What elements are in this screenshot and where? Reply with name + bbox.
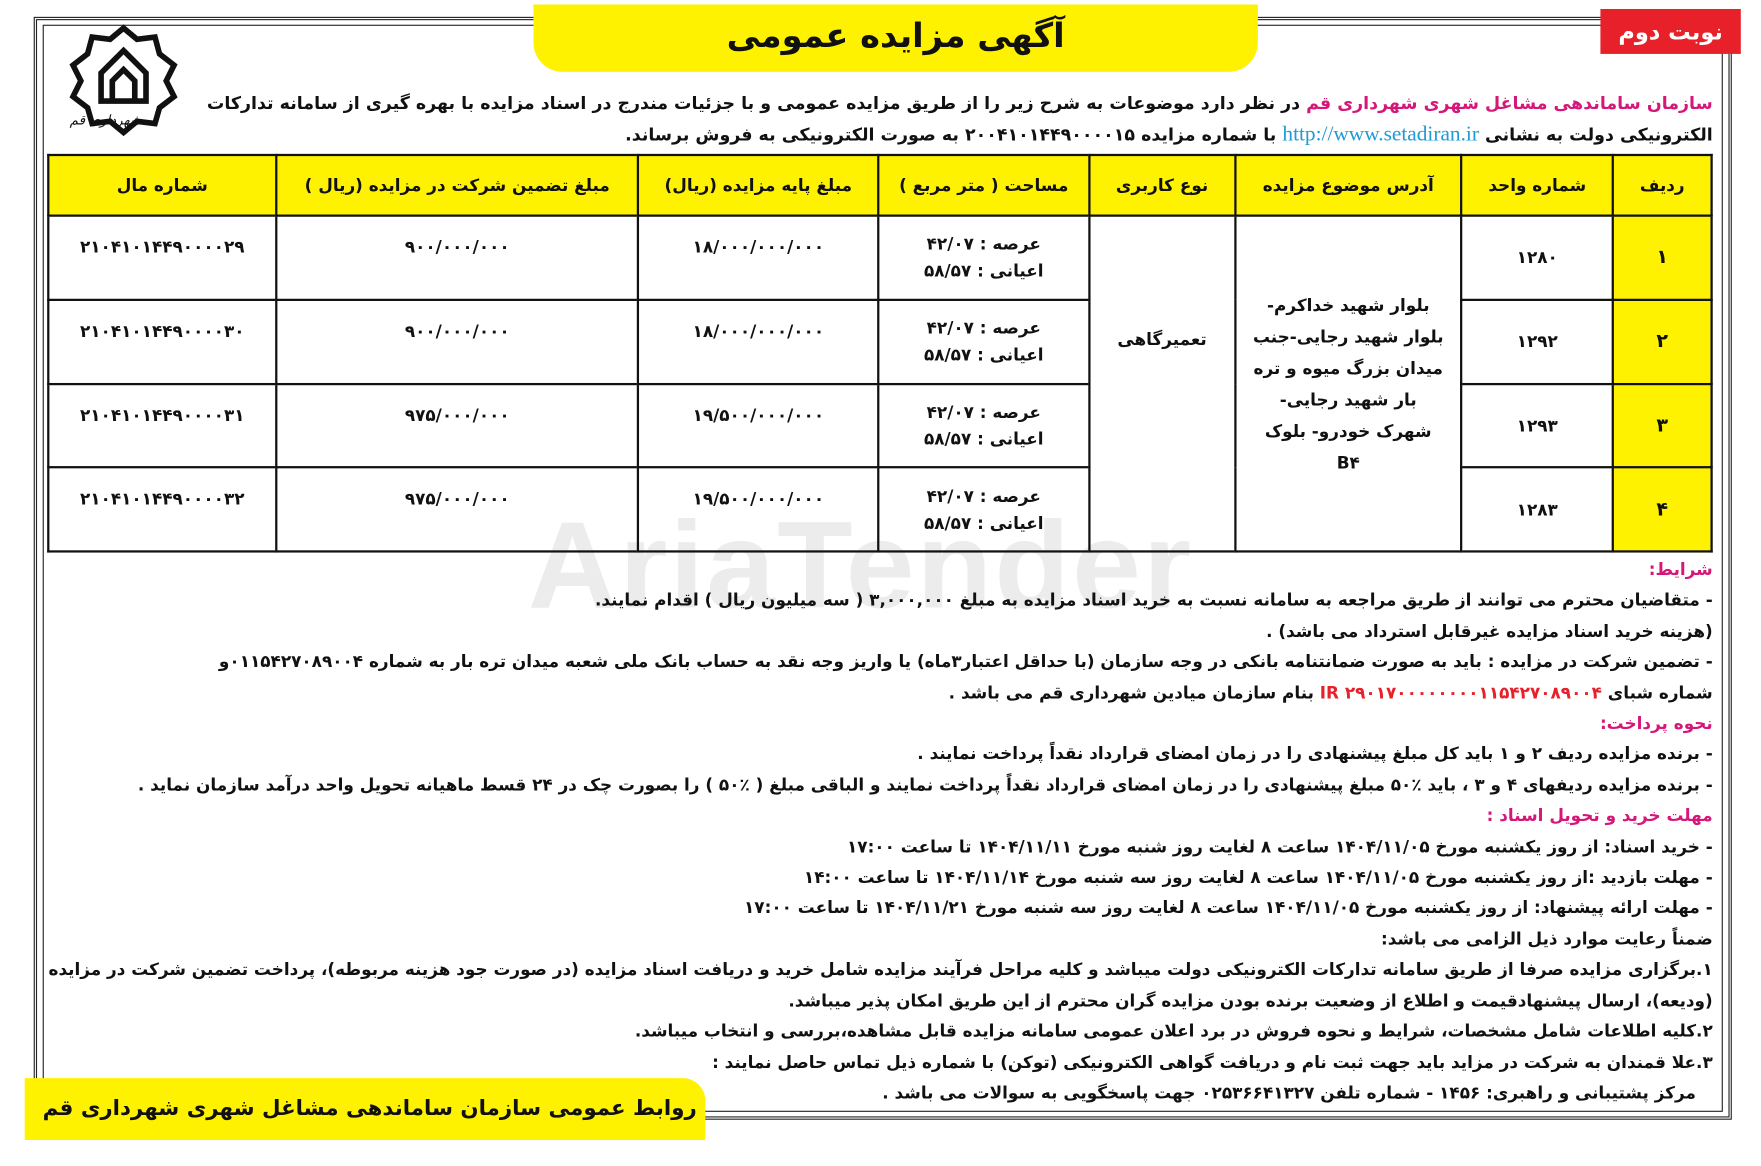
condition-line: (هزینه خرید اسناد مزایده غیرقابل استرداد… [1266,620,1713,642]
row-number: ۱ [1611,214,1713,301]
intro-text-2: با شماره مزایده ۲۰۰۴۱۰۱۴۴۹۰۰۰۰۱۵ به صورت… [625,124,1283,145]
row-number: ۲ [1611,298,1713,385]
land-area: عرصه : ۴۲/۰۷ [926,485,1041,507]
deposit-amount: ۹۷۵/۰۰۰/۰۰۰ [275,382,640,469]
note-line: ۲.کلیه اطلاعات شامل مشخصات، شرایط و نحوه… [634,1021,1713,1042]
payment-line: - برنده مزایده ردیف ۲ و ۱ باید کل مبلغ پ… [917,743,1713,765]
municipality-logo-icon [69,24,178,137]
row-number: ۴ [1611,466,1713,553]
intro-paragraph: سازمان ساماندهی مشاغل شهری شهرداری قم در… [191,88,1713,151]
page-title: آگهی مزایده عمومی [533,4,1258,72]
sheba-number: IR ۲۹۰۱۷۰۰۰۰۰۰۰۰۱۱۵۴۲۷۰۸۹۰۰۴ [1319,682,1602,703]
building-area: اعیانی : ۵۸/۵۷ [923,344,1044,366]
organization-name: سازمان ساماندهی مشاغل شهری شهرداری قم [1306,93,1713,114]
land-area: عرصه : ۴۲/۰۷ [926,234,1041,255]
land-area: عرصه : ۴۲/۰۷ [926,401,1041,423]
payment-line: - برنده مزایده ردیفهای ۴ و ۳ ، باید ٪۵۰ … [137,774,1713,795]
base-price: ۱۸/۰۰۰/۰۰۰/۰۰۰ [637,214,880,301]
conditions-section: شرایط: - متقاضیان محترم می توانند از طری… [47,555,1713,1109]
header-area: مساحت ( متر مربع ) [877,153,1091,217]
area-cell: عرصه : ۴۲/۰۷ اعیانی : ۵۸/۵۷ [877,298,1091,385]
note-line: ۱.برگزاری مزایده صرفا از طریق سامانه تدا… [48,959,1713,1011]
condition-line: - متقاضیان محترم می توانند از طریق مراجع… [594,590,1713,611]
building-area: اعیانی : ۵۸/۵۷ [923,512,1044,534]
table-row: ۲ ۱۲۹۲ عرصه : ۴۲/۰۷ اعیانی : ۵۸/۵۷ ۱۸/۰۰۰/۰۰… [47,298,1713,385]
note-line: مرکز پشتیبانی و راهبری: ۱۴۵۶ - شماره تلف… [882,1082,1696,1103]
asset-number: ۲۱۰۴۱۰۱۴۴۹۰۰۰۰۳۲ [47,466,278,553]
unit-number: ۱۲۸۳ [1460,466,1615,553]
condition-line: شماره شبای IR ۲۹۰۱۷۰۰۰۰۰۰۰۰۱۱۵۴۲۷۰۸۹۰۰۴ … [47,678,1713,709]
usage-cell: تعمیرگاهی [1088,214,1237,553]
header-address: آدرس موضوع مزایده [1233,153,1463,217]
table-row: ۳ ۱۲۹۳ عرصه : ۴۲/۰۷ اعیانی : ۵۸/۵۷ ۱۹/۵۰۰/۰۰… [47,382,1713,469]
asset-number: ۲۱۰۴۱۰۱۴۴۹۰۰۰۰۳۱ [47,382,278,469]
area-cell: عرصه : ۴۲/۰۷ اعیانی : ۵۸/۵۷ [877,382,1091,469]
asset-number: ۲۱۰۴۱۰۱۴۴۹۰۰۰۰۲۹ [47,214,278,301]
table-row: ۴ ۱۲۸۳ عرصه : ۴۲/۰۷ اعیانی : ۵۸/۵۷ ۱۹/۵۰۰/۰۰… [47,466,1713,553]
header-usage: نوع کاربری [1088,153,1237,217]
asset-number: ۲۱۰۴۱۰۱۴۴۹۰۰۰۰۳۰ [47,298,278,385]
second-round-badge: نوبت دوم [1600,8,1741,54]
note-line: ۳.علا قمندان به شرکت در مزاید باید جهت ث… [712,1051,1713,1072]
auction-table: ردیف شماره واحد آدرس موضوع مزایده نوع کا… [47,153,1713,553]
table-row: ۱ ۱۲۸۰ بلوار شهید خداکرم- بلوار شهید رجایی… [47,214,1713,553]
area-cell: عرصه : ۴۲/۰۷ اعیانی : ۵۸/۵۷ [877,214,1091,301]
header-base-price: مبلغ پایه مزایده (ریال) [637,153,880,217]
building-area: اعیانی : ۵۸/۵۷ [923,428,1044,450]
land-area: عرصه : ۴۲/۰۷ [926,317,1041,339]
logo-caption: شهرداری قم [69,112,142,129]
header-unit-number: شماره واحد [1460,153,1615,217]
deposit-amount: ۹۰۰/۰۰۰/۰۰۰ [275,214,640,301]
deposit-amount: ۹۰۰/۰۰۰/۰۰۰ [275,298,640,385]
area-cell: عرصه : ۴۲/۰۷ اعیانی : ۵۸/۵۷ [877,466,1091,553]
deposit-amount: ۹۷۵/۰۰۰/۰۰۰ [275,466,640,553]
base-price: ۱۹/۵۰۰/۰۰۰/۰۰۰ [637,382,880,469]
address-cell: بلوار شهید خداکرم- بلوار شهید رجایی-جنب … [1233,214,1463,553]
footer-public-relations: روابط عمومی سازمان ساماندهی مشاغل شهری ش… [24,1078,706,1140]
header-deposit: مبلغ تضمین شرکت در مزایده (ریال ) [275,153,640,217]
intro-text: در نظر دارد موضوعات به شرح زیر را از طری… [206,93,1713,145]
deadlines-heading: مهلت خرید و تحویل اسناد : [1486,805,1713,826]
conditions-heading: شرایط: [1648,559,1713,580]
base-price: ۱۸/۰۰۰/۰۰۰/۰۰۰ [637,298,880,385]
notes-heading: ضمناً رعایت موارد ذیل الزامی می باشد: [1380,928,1713,949]
unit-number: ۱۲۹۲ [1460,298,1615,385]
unit-number: ۱۲۹۳ [1460,382,1615,469]
payment-heading: نحوه پرداخت: [1599,713,1713,734]
sheba-label: شماره شبای [1601,682,1713,703]
building-area: اعیانی : ۵۸/۵۷ [923,260,1044,282]
header-row-number: ردیف [1611,153,1713,217]
condition-line: - تضمین شرکت در مزایده : باید به صورت ضم… [218,651,1713,672]
deadline-line: - مهلت ارائه پیشنهاد: از روز یکشنبه مورخ… [744,897,1713,919]
deadline-line: - مهلت بازدید :از روز یکشنبه مورخ ۱۴۰۴/۱… [803,867,1713,888]
deadline-line: - خرید اسناد: از روز یکشنبه مورخ ۱۴۰۴/۱۱… [847,836,1713,857]
base-price: ۱۹/۵۰۰/۰۰۰/۰۰۰ [637,466,880,553]
header-asset-number: شماره مال [47,153,278,217]
row-number: ۳ [1611,382,1713,469]
sheba-owner: بنام سازمان میادین شهرداری قم می باشد . [948,682,1320,703]
setadiran-link[interactable]: http://www.setadiran.ir [1282,122,1479,147]
table-header-row: ردیف شماره واحد آدرس موضوع مزایده نوع کا… [47,153,1713,217]
unit-number: ۱۲۸۰ [1460,214,1615,301]
